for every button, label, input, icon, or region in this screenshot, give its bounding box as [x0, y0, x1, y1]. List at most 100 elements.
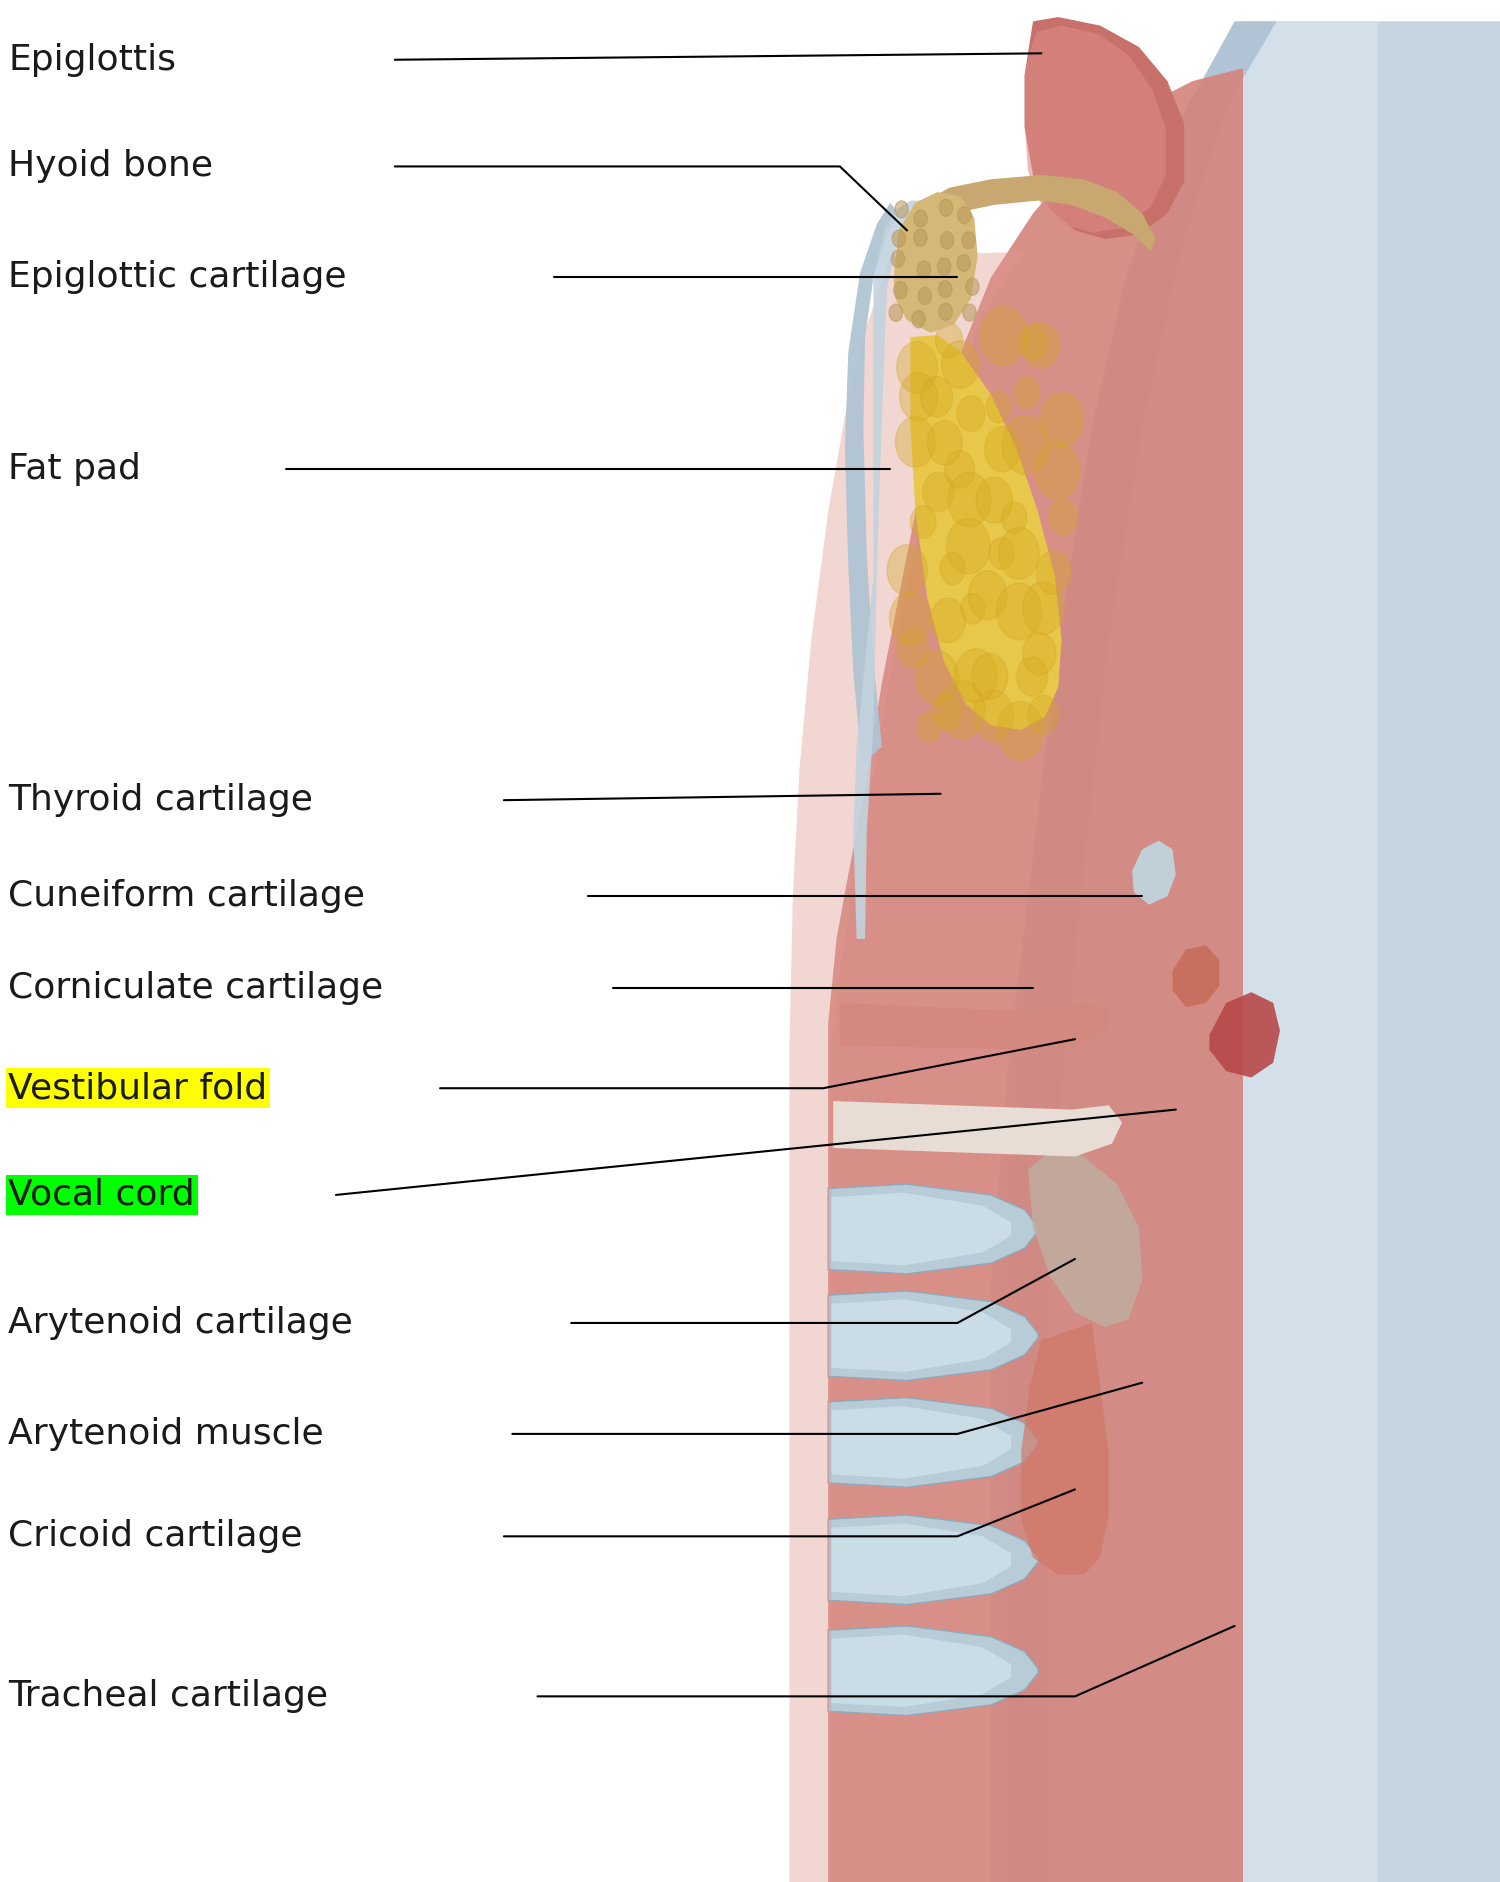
Circle shape: [1014, 376, 1040, 408]
Polygon shape: [833, 1101, 1122, 1157]
Circle shape: [897, 343, 938, 393]
Circle shape: [945, 452, 975, 489]
Circle shape: [916, 711, 940, 742]
Circle shape: [957, 395, 986, 431]
Polygon shape: [921, 175, 1155, 252]
Circle shape: [898, 288, 912, 305]
Circle shape: [972, 653, 1008, 700]
Circle shape: [910, 506, 936, 538]
Polygon shape: [840, 1003, 1108, 1050]
Circle shape: [958, 258, 972, 275]
Circle shape: [936, 324, 963, 358]
Polygon shape: [894, 192, 978, 333]
Polygon shape: [1008, 21, 1276, 1882]
Polygon shape: [1024, 26, 1166, 233]
Circle shape: [962, 312, 975, 329]
Circle shape: [892, 260, 906, 277]
Polygon shape: [844, 203, 898, 764]
Polygon shape: [1173, 945, 1219, 1007]
Circle shape: [1002, 416, 1048, 474]
Polygon shape: [828, 1515, 1038, 1605]
Polygon shape: [828, 1291, 1038, 1381]
Circle shape: [934, 252, 948, 269]
Text: Fat pad: Fat pad: [9, 452, 141, 486]
Text: Cuneiform cartilage: Cuneiform cartilage: [9, 879, 366, 913]
Circle shape: [976, 476, 1012, 523]
Circle shape: [946, 518, 990, 574]
Circle shape: [912, 307, 926, 324]
Text: Vestibular fold: Vestibular fold: [9, 1071, 267, 1105]
Text: Arytenoid muscle: Arytenoid muscle: [9, 1417, 324, 1451]
Circle shape: [940, 553, 964, 585]
Circle shape: [918, 233, 932, 250]
Circle shape: [1023, 322, 1059, 369]
Circle shape: [981, 307, 1028, 365]
Circle shape: [984, 427, 1020, 472]
Circle shape: [930, 598, 966, 644]
Text: Thyroid cartilage: Thyroid cartilage: [9, 783, 314, 817]
Circle shape: [996, 583, 1041, 640]
Polygon shape: [992, 21, 1500, 1882]
Circle shape: [956, 226, 969, 243]
Polygon shape: [828, 1184, 1038, 1274]
Circle shape: [927, 420, 963, 465]
Polygon shape: [828, 1398, 1038, 1487]
Circle shape: [892, 201, 906, 218]
Circle shape: [1023, 582, 1064, 634]
Circle shape: [942, 341, 980, 388]
Circle shape: [922, 472, 954, 512]
Circle shape: [1041, 393, 1083, 446]
Text: Cricoid cartilage: Cricoid cartilage: [9, 1519, 303, 1553]
Polygon shape: [1132, 841, 1176, 905]
Circle shape: [1023, 632, 1056, 676]
Polygon shape: [828, 68, 1244, 1882]
Circle shape: [1035, 442, 1080, 499]
Polygon shape: [1041, 21, 1377, 1882]
Circle shape: [940, 209, 954, 226]
Circle shape: [886, 544, 927, 595]
Text: Arytenoid cartilage: Arytenoid cartilage: [9, 1306, 352, 1340]
Circle shape: [1017, 657, 1047, 696]
Text: Corniculate cartilage: Corniculate cartilage: [9, 971, 384, 1005]
Polygon shape: [1024, 17, 1184, 239]
Circle shape: [988, 538, 1014, 570]
Polygon shape: [1209, 992, 1280, 1078]
Text: Tracheal cartilage: Tracheal cartilage: [9, 1679, 328, 1713]
Circle shape: [1019, 324, 1047, 359]
Polygon shape: [1028, 1148, 1142, 1327]
Polygon shape: [789, 252, 1024, 1882]
Circle shape: [933, 694, 962, 730]
Circle shape: [896, 416, 934, 467]
Circle shape: [916, 651, 958, 704]
Circle shape: [898, 629, 928, 668]
Polygon shape: [831, 1193, 1011, 1265]
Circle shape: [958, 199, 972, 218]
Text: Hyoid bone: Hyoid bone: [9, 149, 213, 183]
Circle shape: [892, 303, 906, 320]
Polygon shape: [910, 335, 1062, 730]
Circle shape: [958, 288, 972, 305]
Polygon shape: [828, 1626, 1038, 1716]
Text: Epiglottic cartilage: Epiglottic cartilage: [9, 260, 346, 294]
Circle shape: [1002, 502, 1028, 534]
Circle shape: [999, 527, 1039, 580]
Circle shape: [1036, 551, 1071, 595]
Circle shape: [888, 228, 902, 245]
Circle shape: [900, 373, 938, 422]
Circle shape: [934, 228, 948, 245]
Circle shape: [1048, 499, 1077, 534]
Circle shape: [948, 472, 990, 527]
Polygon shape: [831, 1406, 1011, 1479]
Polygon shape: [831, 1634, 1011, 1707]
Circle shape: [954, 649, 998, 702]
Polygon shape: [853, 201, 921, 939]
Polygon shape: [831, 1524, 1011, 1596]
Circle shape: [1028, 694, 1059, 734]
Polygon shape: [831, 1299, 1011, 1372]
Circle shape: [969, 570, 1006, 619]
Circle shape: [974, 691, 1014, 742]
Text: Epiglottis: Epiglottis: [9, 43, 177, 77]
Circle shape: [944, 286, 957, 303]
Text: Vocal cord: Vocal cord: [9, 1178, 195, 1212]
Polygon shape: [1022, 1323, 1108, 1575]
